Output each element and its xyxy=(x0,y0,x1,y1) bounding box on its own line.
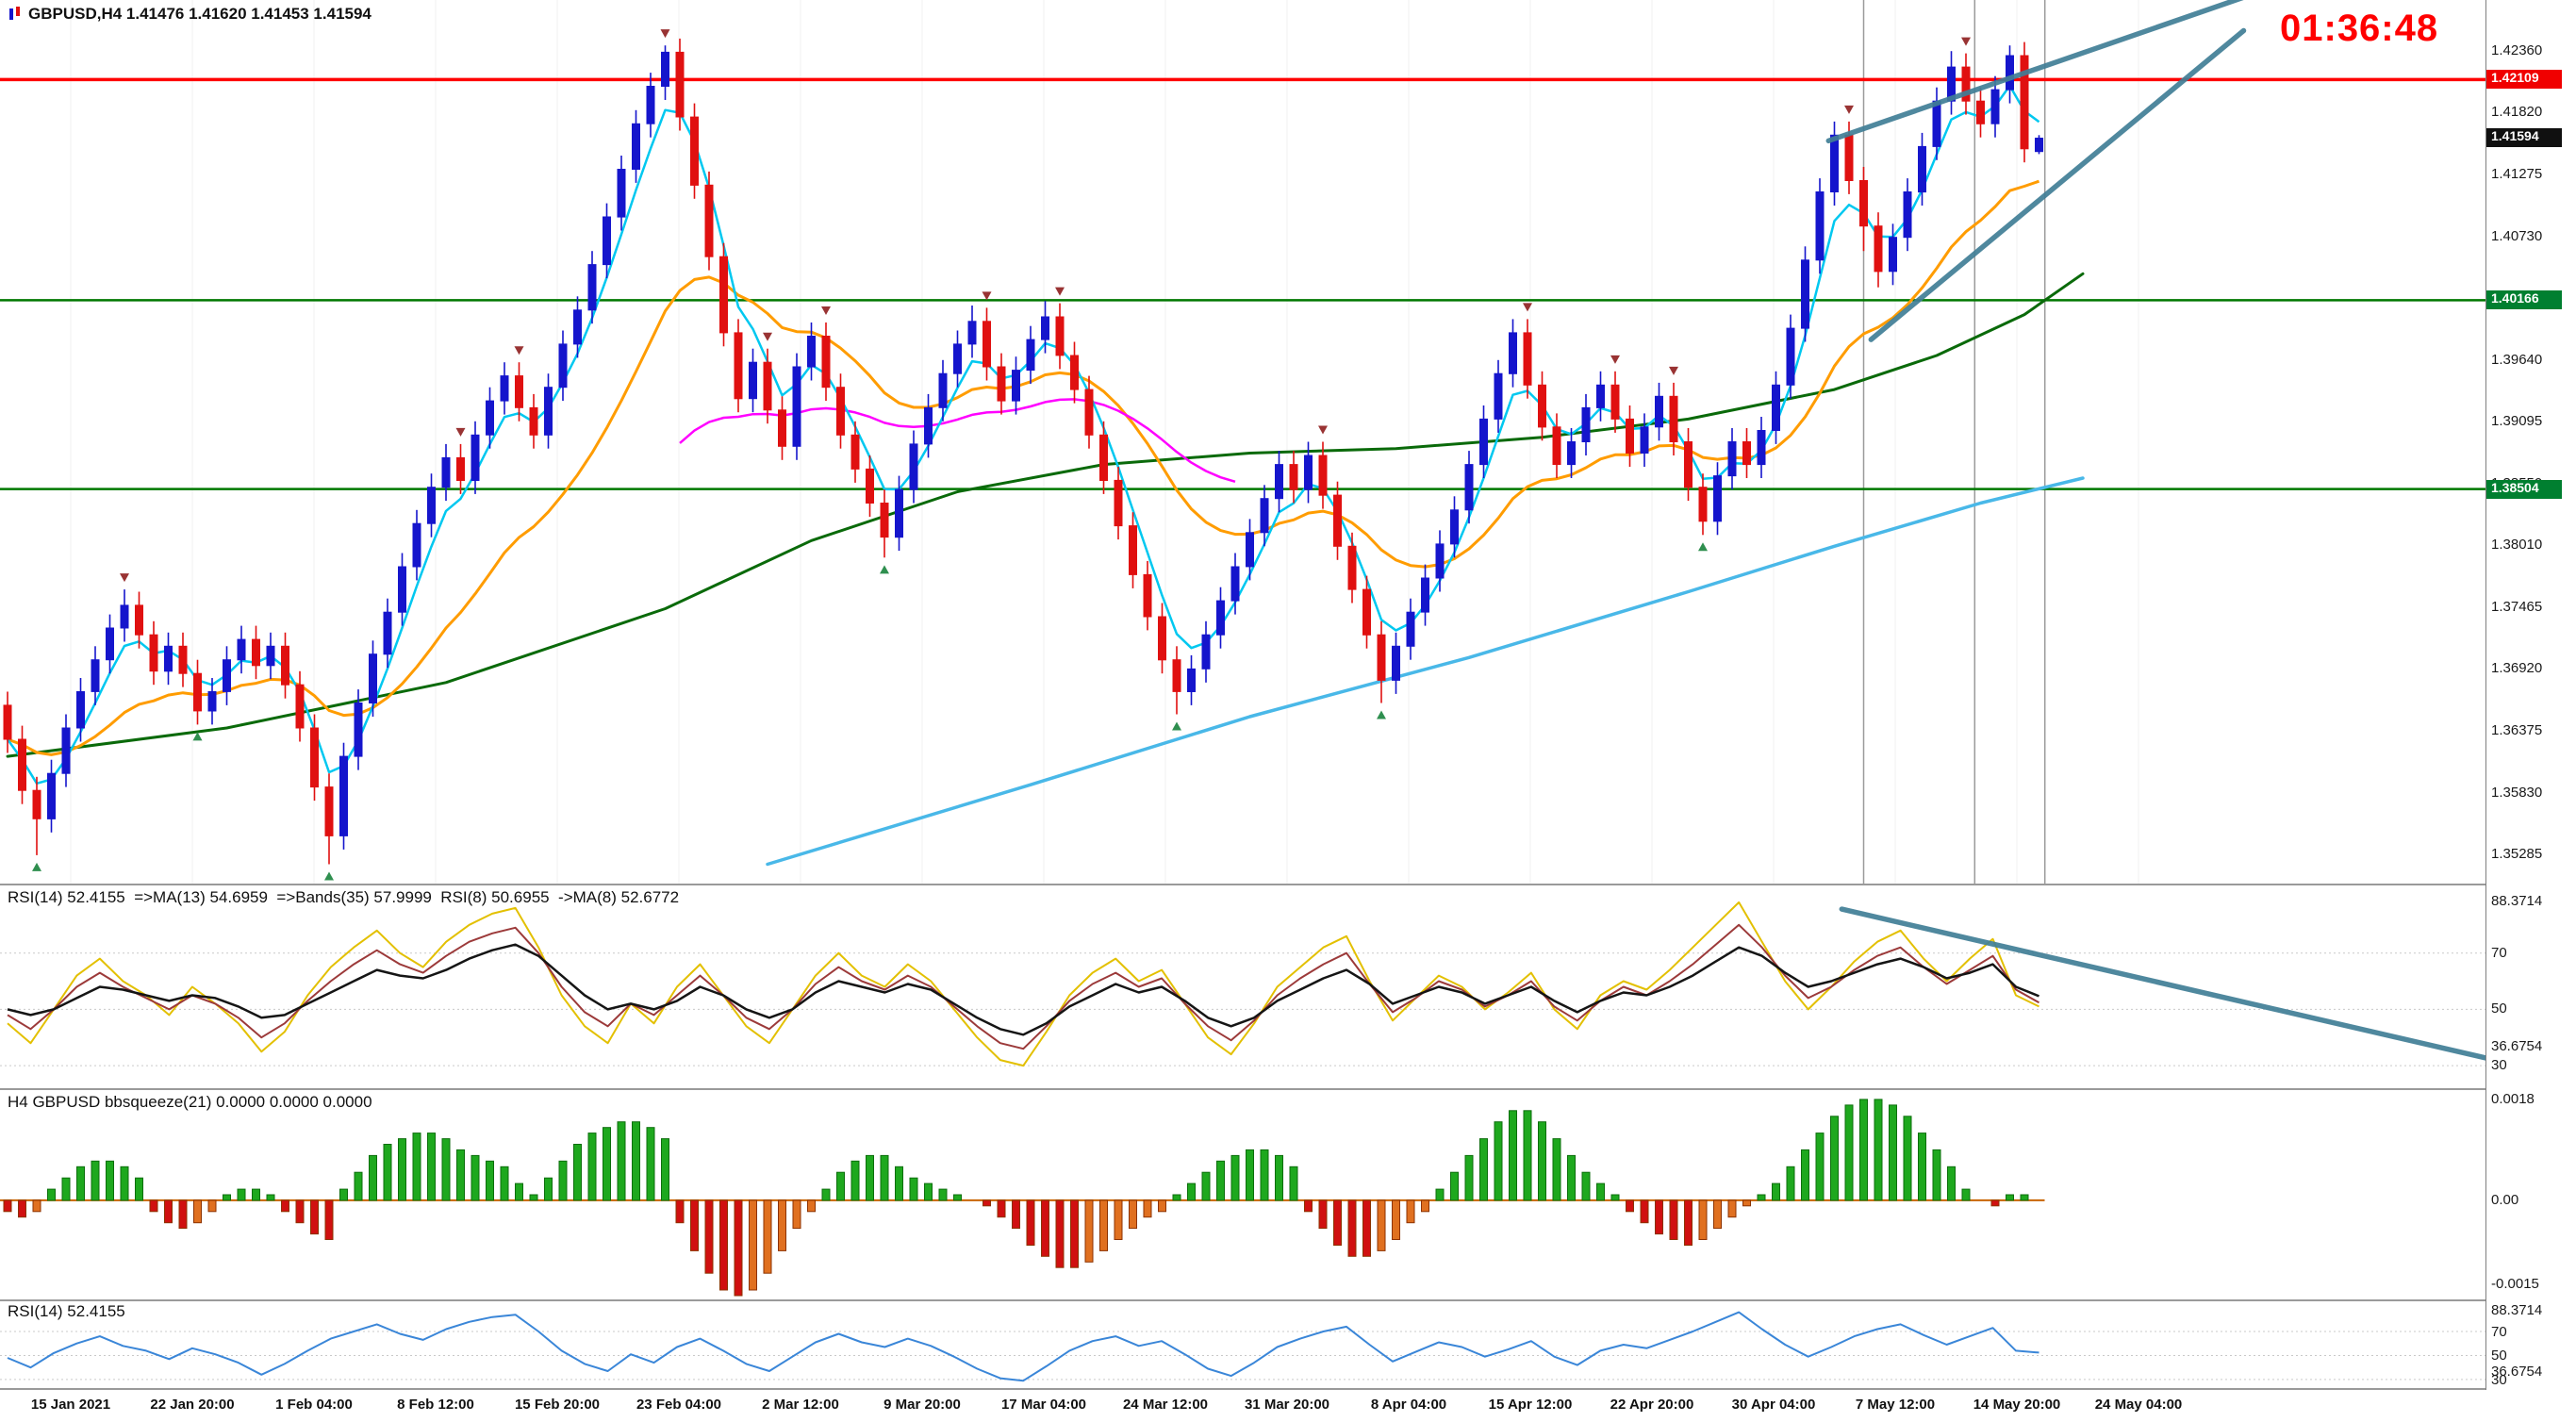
pane-separator[interactable] xyxy=(0,1088,2576,1090)
pane-separator[interactable] xyxy=(0,884,2576,885)
rsi-scale-label: 30 xyxy=(2491,1371,2507,1388)
rsi-scale-label: 70 xyxy=(2491,1324,2507,1340)
price-tick-label: 1.35830 xyxy=(2491,784,2543,801)
bbsqueeze-scale-label: 0.0018 xyxy=(2491,1090,2535,1107)
time-tick-label: 15 Jan 2021 xyxy=(30,1397,111,1413)
price-tick-label: 1.41820 xyxy=(2491,104,2543,121)
price-tick-label: 1.40730 xyxy=(2491,227,2543,244)
rsi-scale-label: 88.3714 xyxy=(2491,1301,2543,1318)
time-tick-label: 15 Feb 20:00 xyxy=(514,1397,601,1413)
pane-separator[interactable] xyxy=(0,1388,2576,1390)
time-tick-label: 17 Mar 04:00 xyxy=(1000,1397,1087,1413)
bbsqueeze-scale-label: -0.0015 xyxy=(2491,1276,2539,1293)
price-chart-pane[interactable]: GBPUSD,H4 1.41476 1.41620 1.41453 1.4159… xyxy=(0,0,2576,884)
price-tick-label: 1.36920 xyxy=(2491,660,2543,677)
time-tick-label: 7 May 12:00 xyxy=(1855,1397,1936,1413)
rsi-scale-label: 36.6754 xyxy=(2491,1038,2543,1055)
price-tick-label: 1.37465 xyxy=(2491,598,2543,615)
rsi-multi-pane[interactable]: RSI(14) 52.4155 =>MA(13) 54.6959 =>Bands… xyxy=(0,885,2576,1088)
price-tick-label: 1.41275 xyxy=(2491,165,2543,182)
time-tick-label: 8 Feb 12:00 xyxy=(397,1397,474,1413)
time-tick-label: 22 Apr 20:00 xyxy=(1610,1397,1694,1413)
time-tick-label: 24 Mar 12:00 xyxy=(1122,1397,1209,1413)
price-badge: 1.40166 xyxy=(2486,290,2562,310)
price-tick-label: 1.39640 xyxy=(2491,351,2543,368)
price-tick-label: 1.42360 xyxy=(2491,42,2543,59)
rsi-multi-label: RSI(14) 52.4155 =>MA(13) 54.6959 =>Bands… xyxy=(8,888,680,906)
rsi-scale-label: 70 xyxy=(2491,944,2507,961)
rsi-label: RSI(14) 52.4155 xyxy=(8,1302,125,1320)
price-canvas[interactable] xyxy=(0,0,2485,884)
rsi-multi-canvas[interactable] xyxy=(0,885,2576,1088)
candlestick-icon xyxy=(8,7,23,22)
price-tick-label: 1.35285 xyxy=(2491,846,2543,863)
bbsqueeze-scale-label: 0.00 xyxy=(2491,1191,2519,1208)
symbol-info: GBPUSD,H4 1.41476 1.41620 1.41453 1.4159… xyxy=(8,5,372,24)
time-tick-label: 23 Feb 04:00 xyxy=(636,1397,722,1413)
time-tick-label: 2 Mar 12:00 xyxy=(762,1397,839,1413)
time-tick-label: 31 Mar 20:00 xyxy=(1244,1397,1330,1413)
time-tick-label: 8 Apr 04:00 xyxy=(1370,1397,1447,1413)
price-badge: 1.38504 xyxy=(2486,479,2562,499)
price-tick-label: 1.38010 xyxy=(2491,537,2543,554)
price-tick-label: 1.39095 xyxy=(2491,413,2543,430)
bbsqueeze-canvas[interactable] xyxy=(0,1090,2576,1299)
rsi-scale-label: 50 xyxy=(2491,1000,2507,1017)
rsi-scale-label: 50 xyxy=(2491,1348,2507,1364)
time-tick-label: 15 Apr 12:00 xyxy=(1488,1397,1573,1413)
time-tick-label: 24 May 04:00 xyxy=(2094,1397,2183,1413)
rsi-scale-label: 36.6754 xyxy=(2491,1364,2543,1381)
time-tick-label: 9 Mar 20:00 xyxy=(883,1397,961,1413)
time-tick-label: 22 Jan 20:00 xyxy=(150,1397,235,1413)
time-tick-label: 14 May 20:00 xyxy=(1973,1397,2061,1413)
symbol-ohlc-label: GBPUSD,H4 1.41476 1.41620 1.41453 1.4159… xyxy=(28,5,372,23)
price-axis[interactable]: 1.423601.418201.412751.407301.401851.396… xyxy=(2485,0,2576,1390)
rsi-canvas[interactable] xyxy=(0,1301,2576,1388)
price-tick-label: 1.36375 xyxy=(2491,722,2543,738)
time-tick-label: 30 Apr 04:00 xyxy=(1731,1397,1816,1413)
rsi-scale-label: 88.3714 xyxy=(2491,892,2543,909)
time-axis[interactable]: 15 Jan 2021 22 Jan 20:00 1 Feb 04:00 8 Feb … xyxy=(0,1390,2576,1422)
price-badge: 1.41594 xyxy=(2486,128,2562,148)
rsi-pane[interactable]: RSI(14) 52.4155 xyxy=(0,1301,2576,1388)
bbsqueeze-pane[interactable]: H4 GBPUSD bbsqueeze(21) 0.0000 0.0000 0.… xyxy=(0,1090,2576,1299)
time-tick-label: 1 Feb 04:00 xyxy=(275,1397,353,1413)
candle-countdown-timer: 01:36:48 xyxy=(2280,8,2439,49)
bbsqueeze-label: H4 GBPUSD bbsqueeze(21) 0.0000 0.0000 0.… xyxy=(8,1093,372,1111)
rsi-scale-label: 30 xyxy=(2491,1057,2507,1074)
pane-separator[interactable] xyxy=(0,1299,2576,1301)
price-badge: 1.42109 xyxy=(2486,70,2562,90)
